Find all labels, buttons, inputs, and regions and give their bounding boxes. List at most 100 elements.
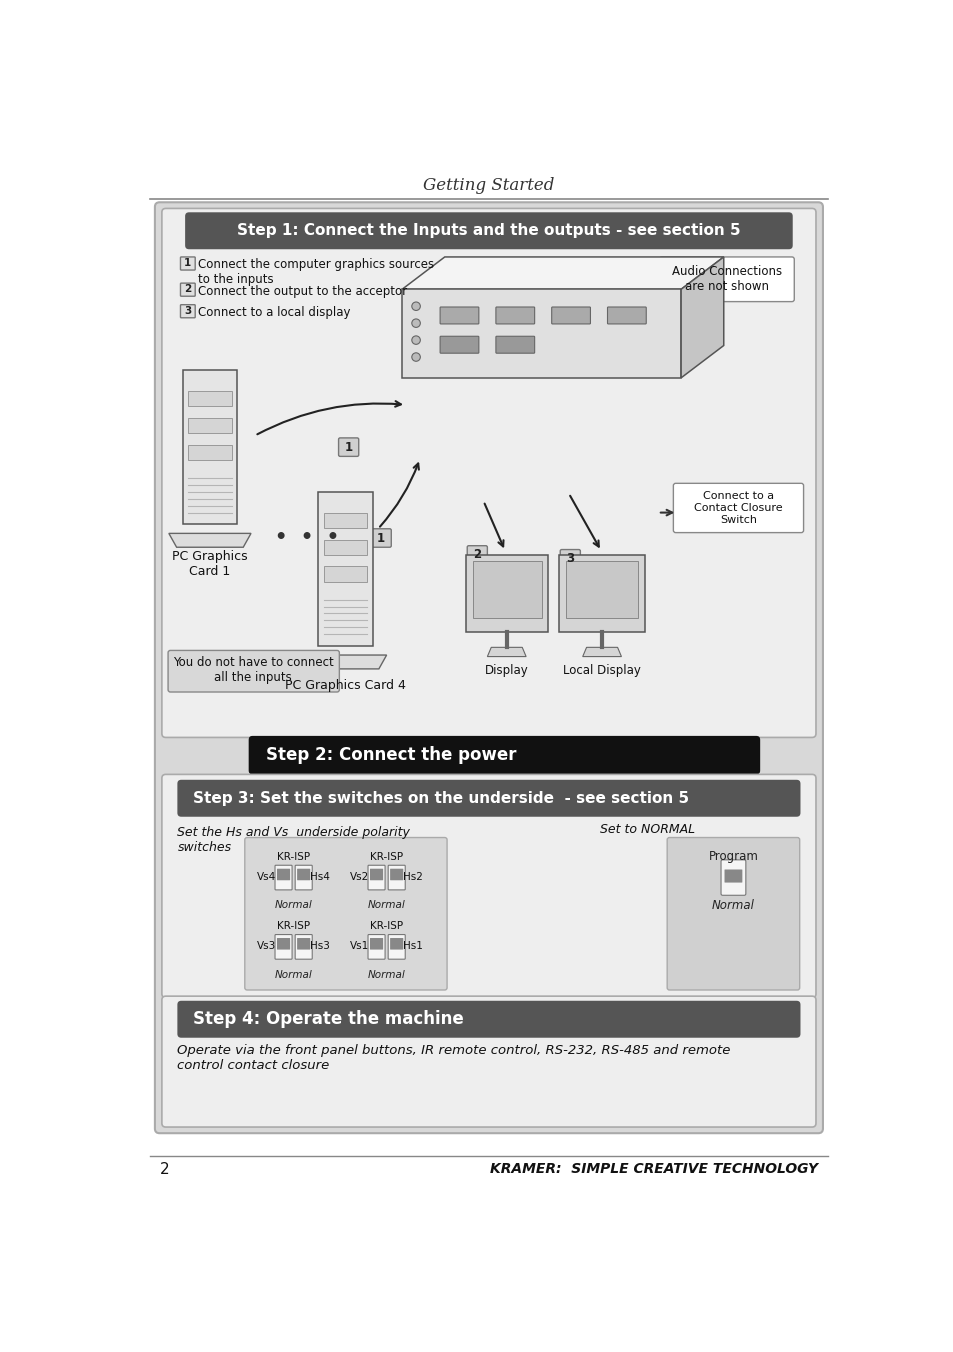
- FancyBboxPatch shape: [496, 307, 534, 324]
- FancyBboxPatch shape: [249, 735, 760, 775]
- Polygon shape: [582, 648, 620, 657]
- FancyBboxPatch shape: [274, 865, 292, 890]
- FancyBboxPatch shape: [276, 869, 290, 880]
- Text: Step 2: Connect the power: Step 2: Connect the power: [266, 746, 517, 764]
- Text: Normal: Normal: [367, 900, 405, 910]
- FancyBboxPatch shape: [188, 445, 232, 460]
- FancyBboxPatch shape: [388, 865, 405, 890]
- FancyBboxPatch shape: [496, 337, 534, 353]
- Polygon shape: [402, 289, 680, 377]
- Text: PC Graphics
Card 1: PC Graphics Card 1: [172, 550, 248, 579]
- Text: Step 4: Operate the machine: Step 4: Operate the machine: [193, 1010, 463, 1029]
- FancyBboxPatch shape: [162, 208, 815, 737]
- FancyBboxPatch shape: [673, 483, 802, 533]
- FancyBboxPatch shape: [371, 529, 391, 548]
- Text: KRAMER:  SIMPLE CREATIVE TECHNOLOGY: KRAMER: SIMPLE CREATIVE TECHNOLOGY: [490, 1163, 818, 1176]
- Text: KR-ISP: KR-ISP: [276, 921, 310, 932]
- Circle shape: [412, 353, 420, 361]
- Text: Program: Program: [708, 850, 758, 864]
- FancyBboxPatch shape: [368, 865, 385, 890]
- FancyBboxPatch shape: [467, 546, 487, 564]
- Text: Audio Connections
are not shown: Audio Connections are not shown: [671, 265, 781, 293]
- FancyBboxPatch shape: [559, 549, 579, 568]
- FancyBboxPatch shape: [180, 304, 195, 318]
- Text: 1: 1: [376, 531, 385, 545]
- FancyBboxPatch shape: [276, 938, 290, 949]
- Text: Connect the computer graphics sources
to the inputs: Connect the computer graphics sources to…: [198, 258, 434, 287]
- FancyBboxPatch shape: [323, 539, 367, 554]
- FancyBboxPatch shape: [323, 566, 367, 581]
- Text: 2: 2: [184, 284, 192, 295]
- FancyBboxPatch shape: [370, 869, 383, 880]
- FancyBboxPatch shape: [177, 1000, 800, 1038]
- Text: Set to NORMAL: Set to NORMAL: [599, 823, 694, 836]
- FancyBboxPatch shape: [296, 938, 310, 949]
- Text: Set the Hs and Vs  underside polarity
switches: Set the Hs and Vs underside polarity swi…: [177, 826, 410, 854]
- FancyBboxPatch shape: [551, 307, 590, 324]
- Polygon shape: [169, 534, 251, 548]
- Text: Hs3: Hs3: [310, 941, 330, 950]
- FancyBboxPatch shape: [723, 869, 741, 883]
- Text: 2: 2: [159, 1161, 169, 1176]
- Polygon shape: [304, 654, 386, 669]
- Text: Hs1: Hs1: [403, 941, 422, 950]
- FancyBboxPatch shape: [185, 212, 792, 249]
- Text: Step 1: Connect the Inputs and the outputs - see section 5: Step 1: Connect the Inputs and the outpu…: [237, 223, 740, 238]
- FancyBboxPatch shape: [390, 938, 403, 949]
- Text: Display: Display: [484, 664, 528, 677]
- Text: Normal: Normal: [367, 969, 405, 980]
- Polygon shape: [402, 257, 723, 289]
- Text: Vs4: Vs4: [257, 872, 276, 882]
- Text: Normal: Normal: [274, 900, 313, 910]
- Text: 2: 2: [473, 549, 481, 561]
- FancyBboxPatch shape: [323, 512, 367, 529]
- FancyBboxPatch shape: [390, 869, 403, 880]
- Text: Normal: Normal: [274, 969, 313, 980]
- Text: Vs3: Vs3: [257, 941, 276, 950]
- Circle shape: [412, 301, 420, 311]
- FancyBboxPatch shape: [162, 996, 815, 1128]
- Polygon shape: [183, 370, 236, 525]
- FancyBboxPatch shape: [720, 860, 745, 895]
- Text: PC Graphics Card 4: PC Graphics Card 4: [285, 679, 406, 692]
- Text: You do not have to connect
all the inputs: You do not have to connect all the input…: [172, 657, 334, 684]
- FancyBboxPatch shape: [188, 418, 232, 433]
- FancyBboxPatch shape: [177, 780, 800, 817]
- FancyBboxPatch shape: [370, 938, 383, 949]
- FancyBboxPatch shape: [162, 775, 815, 998]
- Text: Vs2: Vs2: [350, 872, 369, 882]
- Polygon shape: [558, 554, 644, 631]
- FancyBboxPatch shape: [368, 934, 385, 959]
- Text: Hs2: Hs2: [403, 872, 422, 882]
- FancyBboxPatch shape: [245, 837, 447, 990]
- Text: 1: 1: [344, 441, 353, 454]
- FancyBboxPatch shape: [180, 257, 195, 270]
- FancyBboxPatch shape: [294, 865, 312, 890]
- Circle shape: [412, 319, 420, 327]
- Polygon shape: [487, 648, 525, 657]
- FancyBboxPatch shape: [338, 438, 358, 457]
- Text: Connect the output to the acceptor: Connect the output to the acceptor: [198, 285, 407, 297]
- Text: 3: 3: [184, 306, 192, 316]
- Polygon shape: [466, 554, 547, 631]
- Text: Hs4: Hs4: [310, 872, 330, 882]
- Polygon shape: [318, 492, 373, 646]
- Text: Vs1: Vs1: [350, 941, 369, 950]
- Text: Normal: Normal: [711, 899, 754, 911]
- FancyBboxPatch shape: [274, 934, 292, 959]
- Polygon shape: [472, 561, 541, 618]
- FancyBboxPatch shape: [168, 650, 339, 692]
- FancyBboxPatch shape: [439, 337, 478, 353]
- FancyBboxPatch shape: [659, 257, 794, 301]
- FancyBboxPatch shape: [666, 837, 799, 990]
- Text: Step 3: Set the switches on the underside  - see section 5: Step 3: Set the switches on the undersid…: [193, 791, 688, 806]
- Text: Local Display: Local Display: [562, 664, 640, 677]
- Text: KR-ISP: KR-ISP: [276, 852, 310, 861]
- Text: Connect to a local display: Connect to a local display: [198, 307, 351, 319]
- Text: •  •  •: • • •: [274, 527, 338, 546]
- Text: 1: 1: [184, 258, 192, 268]
- Circle shape: [412, 335, 420, 345]
- Polygon shape: [565, 561, 638, 618]
- Text: KR-ISP: KR-ISP: [370, 852, 403, 861]
- Text: Connect to a
Contact Closure
Switch: Connect to a Contact Closure Switch: [694, 491, 782, 525]
